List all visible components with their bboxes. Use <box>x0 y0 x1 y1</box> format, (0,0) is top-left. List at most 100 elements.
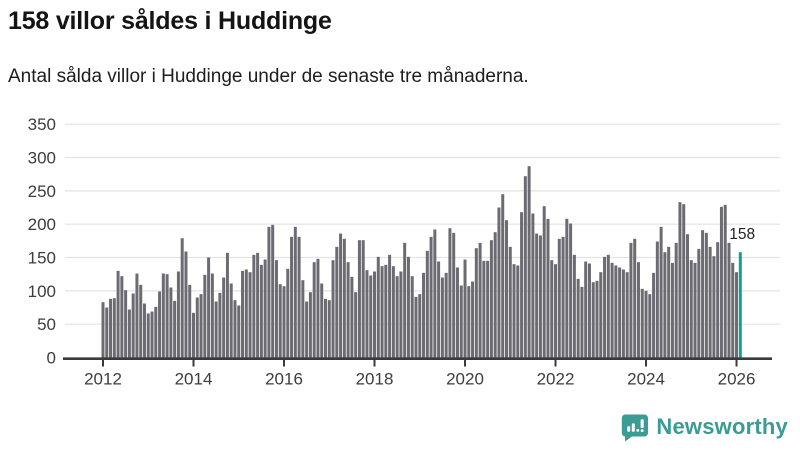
bar <box>354 292 358 358</box>
bar <box>448 228 452 358</box>
bar <box>459 285 463 358</box>
bar <box>301 280 305 358</box>
bar <box>501 194 505 358</box>
bar <box>527 166 531 358</box>
y-axis-tick-label: 150 <box>28 249 56 268</box>
bar <box>248 272 252 358</box>
bar <box>305 301 309 358</box>
bar <box>595 280 599 358</box>
bar <box>425 250 429 358</box>
bar <box>263 259 267 358</box>
brand-footer[interactable]: Newsworthy <box>621 410 788 444</box>
x-axis-tick-label: 2020 <box>446 370 484 389</box>
bar <box>222 277 226 358</box>
bar <box>131 293 135 358</box>
bar <box>323 298 327 358</box>
bar <box>493 232 497 358</box>
bar <box>497 207 501 358</box>
bar <box>225 252 229 358</box>
bar <box>229 283 233 358</box>
bar <box>184 251 188 358</box>
bar <box>369 275 373 358</box>
chart-header: 158 villor såldes i Huddinge Antal sålda… <box>8 6 792 90</box>
bar <box>489 240 493 358</box>
bar <box>437 261 441 358</box>
bar <box>422 272 426 358</box>
bar <box>339 233 343 358</box>
bar <box>569 223 573 358</box>
bar <box>271 224 275 358</box>
bar <box>278 284 282 358</box>
bar <box>697 248 701 358</box>
bar <box>587 263 591 358</box>
bar <box>135 273 139 358</box>
bar <box>455 267 459 358</box>
y-axis-tick-label: 250 <box>28 182 56 201</box>
bar <box>735 272 739 358</box>
x-axis-tick-label: 2024 <box>627 370 665 389</box>
bar <box>701 230 705 358</box>
bar <box>512 264 516 358</box>
bar <box>207 257 211 358</box>
bar <box>388 254 392 358</box>
bar <box>112 298 116 358</box>
bar <box>670 262 674 358</box>
bar <box>557 238 561 358</box>
bar <box>259 264 263 358</box>
bar <box>599 272 603 358</box>
bar <box>116 270 120 358</box>
bar <box>621 269 625 358</box>
bar <box>195 297 199 358</box>
bar <box>101 302 105 358</box>
bar <box>395 276 399 358</box>
bar <box>403 242 407 358</box>
bar <box>384 264 388 358</box>
bar <box>380 266 384 358</box>
last-value-label: 158 <box>729 226 755 243</box>
brand-name: Newsworthy <box>656 414 788 439</box>
bar-chart-svg: 0 50 100 150 200 250 300 350 2012 2014 2016 2018 202… <box>28 115 780 389</box>
bar <box>738 252 742 358</box>
bar <box>105 307 109 358</box>
bar <box>678 202 682 358</box>
bar <box>467 286 471 358</box>
bar <box>474 248 478 358</box>
bar <box>286 268 290 358</box>
bar <box>693 262 697 358</box>
bar <box>663 252 667 358</box>
bar <box>188 284 192 358</box>
y-axis-tick-label: 300 <box>28 149 56 168</box>
bar <box>531 213 535 358</box>
x-axis-tick-label: 2016 <box>265 370 303 389</box>
bar <box>342 238 346 358</box>
x-axis-tick-label: 2012 <box>84 370 122 389</box>
bar <box>331 260 335 358</box>
bar <box>320 283 324 358</box>
bar <box>124 290 128 358</box>
bar <box>716 242 720 358</box>
bar <box>274 260 278 358</box>
bar <box>365 270 369 358</box>
bar <box>180 238 184 358</box>
mini-bar-chart-glyph <box>627 418 645 432</box>
bar <box>463 259 467 358</box>
bar <box>550 260 554 358</box>
x-axis-tick-label: 2014 <box>175 370 213 389</box>
bar <box>399 271 403 358</box>
bar <box>376 256 380 358</box>
bar <box>606 254 610 358</box>
bar <box>214 301 218 358</box>
bar <box>652 272 656 358</box>
bar <box>486 260 490 358</box>
bar <box>158 291 162 358</box>
bar <box>414 296 418 358</box>
bar <box>241 270 245 358</box>
bar <box>290 236 294 358</box>
bar <box>297 236 301 358</box>
y-axis-tick-label: 50 <box>37 315 56 334</box>
bar <box>154 306 158 358</box>
x-axis-tick-label: 2022 <box>537 370 575 389</box>
bar <box>708 246 712 358</box>
bar <box>233 300 237 358</box>
bar <box>452 232 456 358</box>
